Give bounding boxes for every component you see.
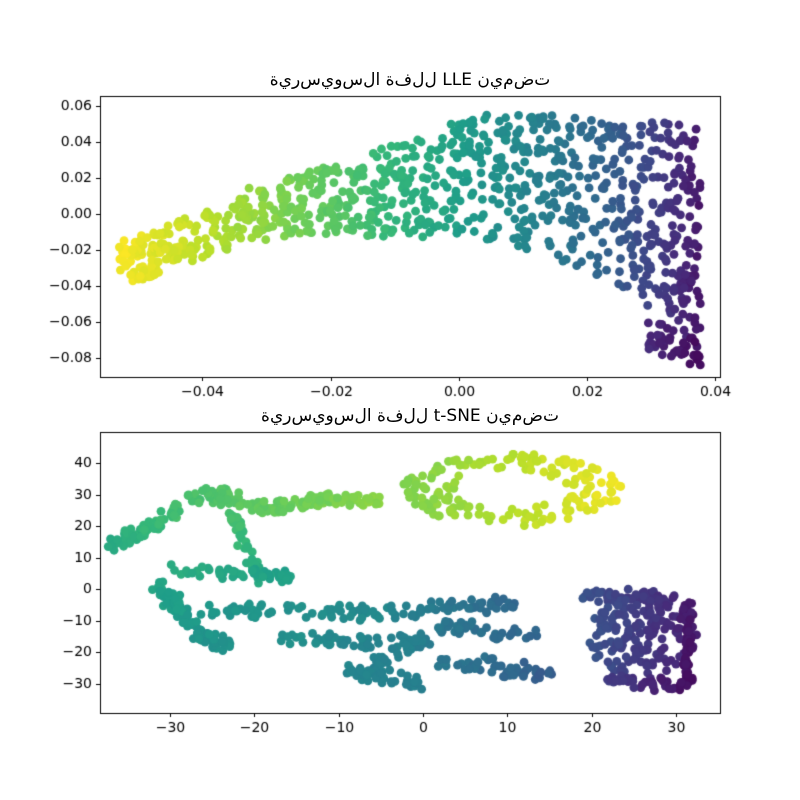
tsne-plot-title: ت‌ض‌م‌ي‌ن t-SNE ل‌ل‌ف‌ة ا‌ل‌س‌و‌ي‌س‌ر‌ي‌… xyxy=(261,406,559,426)
lle-plot-title: ت‌ض‌م‌ي‌ن LLE ل‌ل‌ف‌ة ا‌ل‌س‌و‌ي‌س‌ر‌ي‌ة xyxy=(269,70,551,90)
